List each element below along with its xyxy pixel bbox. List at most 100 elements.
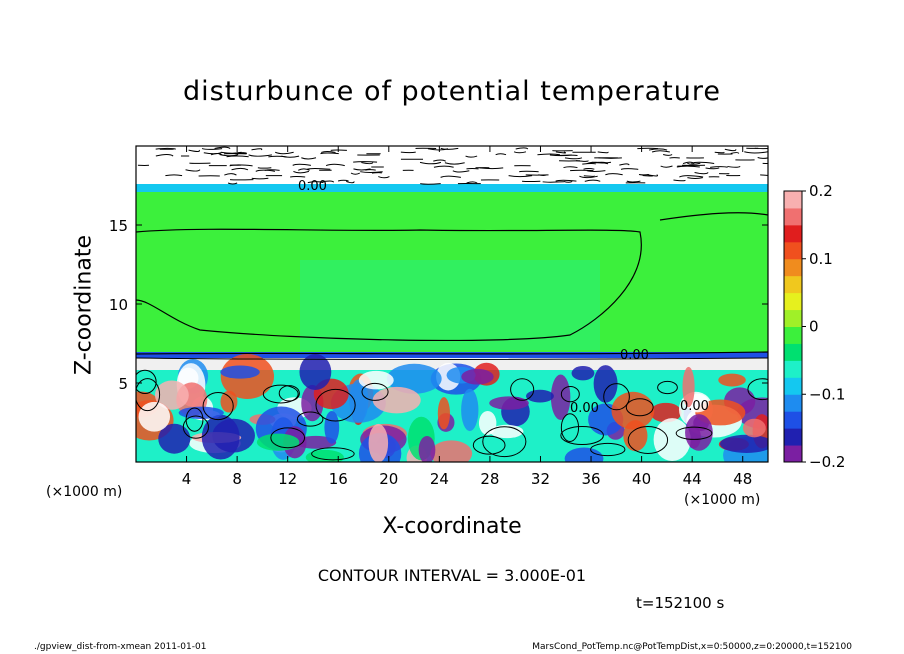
colorbar-tick-label: 0.1 [809, 250, 833, 268]
noise-contour [651, 150, 670, 153]
y-tick-label: 15 [109, 217, 128, 235]
convective-blob [526, 389, 554, 403]
noise-contour [727, 165, 741, 168]
noise-contour [582, 163, 596, 165]
noise-contour [219, 154, 239, 157]
noise-contour [444, 162, 465, 165]
y-tick-label: 10 [109, 296, 128, 314]
noise-contour [433, 165, 454, 168]
time-stamp: t=152100 s [636, 594, 725, 612]
noise-contour [419, 161, 442, 165]
colorbar-tick-label: 0.2 [809, 182, 833, 200]
y-tick-label: 5 [118, 375, 128, 393]
noise-contour [188, 149, 200, 153]
convective-contour [560, 425, 604, 446]
colorbar-segment [784, 360, 802, 378]
convective-contour [315, 388, 356, 422]
x-tick-label: 44 [683, 470, 702, 488]
noise-contour [710, 166, 728, 168]
noise-contour [320, 152, 339, 155]
x-tick-label: 16 [329, 470, 348, 488]
noise-contour [694, 171, 709, 175]
noise-contour [513, 151, 527, 154]
noise-contour [465, 155, 478, 158]
convective-blobs [136, 353, 768, 462]
colorbar-tick-label: −0.1 [809, 385, 845, 403]
noise-contour [515, 147, 529, 150]
noise-contour [583, 168, 595, 170]
noise-contour [226, 155, 249, 158]
noise-contour [563, 166, 578, 169]
noise-contour [495, 153, 507, 156]
x-unit-right: (×1000 m) [684, 492, 761, 508]
noise-contour [307, 181, 324, 184]
x-tick-label: 28 [480, 470, 499, 488]
contour-upper-right [659, 212, 768, 221]
convective-contour [510, 378, 535, 401]
convective-blob [201, 414, 240, 460]
convective-blob [571, 366, 595, 381]
noise-contour [714, 151, 725, 154]
convective-contour [136, 369, 157, 395]
x-ticks: 4 8 12 16 20 24 28 32 36 40 44 48 [182, 146, 752, 488]
noise-contour [378, 176, 390, 179]
colorbar-segment [784, 445, 802, 463]
noise-contour [605, 173, 623, 176]
convective-blob [299, 353, 332, 391]
colorbar: 0.2 0.1 0 −0.1 −0.2 [783, 182, 845, 471]
noise-contour [227, 182, 238, 185]
noise-contour [555, 151, 567, 154]
convective-contour [747, 378, 768, 401]
convective-contour [136, 378, 161, 412]
convective-blob [593, 365, 618, 403]
noise-contour [682, 161, 695, 165]
convective-blob [256, 433, 300, 451]
noise-contour [325, 163, 345, 167]
y-axis-label: Z-coordinate [71, 235, 97, 375]
noise-contour [537, 153, 561, 156]
noise-contour [691, 161, 715, 164]
convective-blob [685, 414, 713, 451]
colorbar-segment [784, 377, 802, 395]
noise-contour [660, 165, 673, 168]
colorbar-segment [784, 207, 802, 226]
colorbar-segment [784, 309, 802, 327]
convective-blob [158, 423, 191, 454]
noise-contour [730, 152, 740, 154]
convective-contour [278, 385, 300, 402]
colorbar-segment [784, 326, 802, 344]
noise-contour [757, 157, 768, 159]
convective-contour [657, 380, 678, 395]
field-upper-tint [300, 260, 600, 350]
colorbar-segment [784, 191, 802, 209]
noise-contour [229, 164, 253, 167]
noise-contour [307, 167, 331, 170]
convective-blob [154, 380, 189, 410]
convective-blob [305, 449, 344, 462]
noise-contour [297, 168, 310, 171]
contour-inversion-2 [136, 357, 768, 360]
convective-blob [564, 447, 604, 462]
footer-left: ./gpview_dist-from-xmean 2011-01-01 [34, 642, 207, 652]
noise-contour [679, 175, 704, 178]
noise-contour [663, 154, 673, 156]
convective-contour [361, 382, 389, 401]
noise-contour [586, 161, 609, 165]
contour-label: 0.00 [680, 399, 709, 414]
colorbar-tick-label: −0.2 [809, 453, 845, 471]
noise-contour [185, 169, 201, 172]
field-top-cyan [136, 184, 768, 192]
noise-contour [563, 180, 573, 183]
convective-blob [653, 418, 691, 462]
x-tick-label: 40 [632, 470, 651, 488]
contour-label: 0.00 [298, 179, 327, 194]
noise-contour [214, 146, 231, 150]
colorbar-segment [784, 428, 802, 446]
noise-contour [350, 172, 361, 175]
convective-blob [461, 368, 494, 385]
noise-contour [673, 179, 686, 182]
convective-blob [324, 411, 340, 444]
convective-contour [311, 447, 355, 461]
footer-right: MarsCond_PotTemp.nc@PotTempDist,x=0:5000… [532, 642, 852, 652]
